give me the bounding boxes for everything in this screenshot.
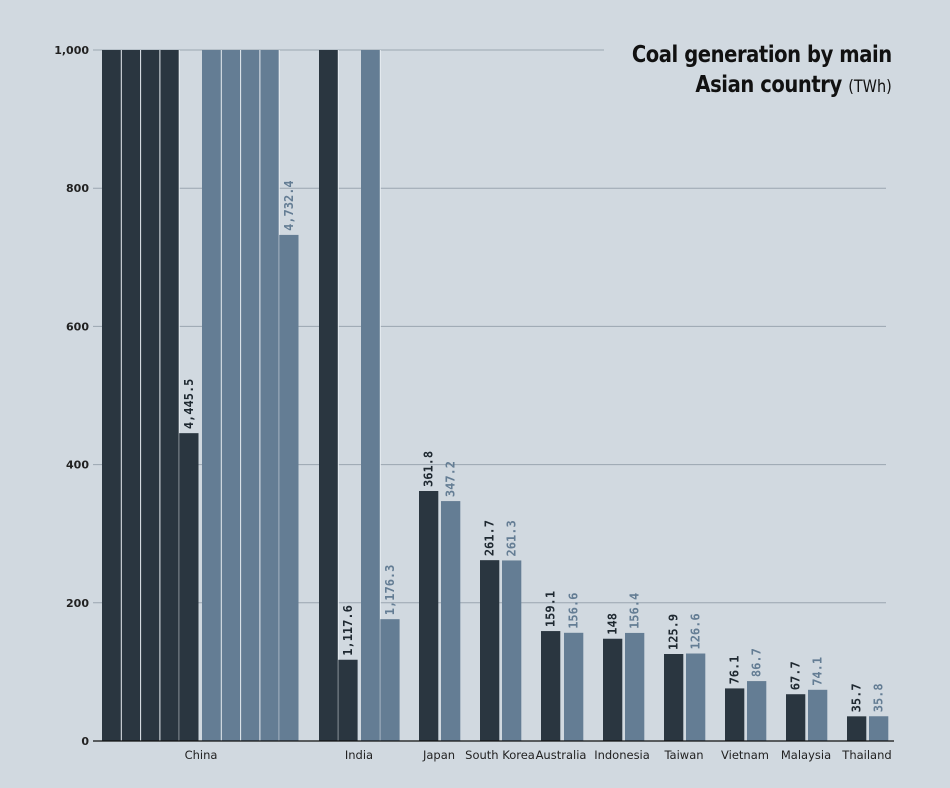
- y-tick-label: 400: [66, 459, 89, 472]
- x-tick-label: Taiwan: [663, 748, 703, 762]
- data-label: 126.6: [689, 613, 703, 649]
- bar: [686, 653, 706, 741]
- bar: [603, 638, 623, 741]
- bar: [847, 716, 867, 741]
- data-label: 148: [606, 613, 620, 635]
- data-label: 76.1: [728, 656, 742, 685]
- x-tick-label: Indonesia: [594, 748, 650, 762]
- x-tick-label: South Korea: [465, 748, 535, 762]
- data-label: 1,117.6: [341, 605, 355, 656]
- bar: [664, 654, 684, 741]
- bar: [279, 234, 299, 741]
- bar: [338, 659, 358, 741]
- x-tick-label: India: [345, 748, 373, 762]
- y-tick-label: 0: [81, 735, 89, 748]
- bar: [725, 688, 745, 741]
- data-label: 125.9: [667, 614, 681, 650]
- bar: [419, 490, 439, 741]
- y-tick-label: 200: [66, 597, 89, 610]
- bar: [480, 560, 500, 741]
- bar: [625, 632, 645, 741]
- x-tick-label: Thailand: [841, 748, 891, 762]
- chart-title-line2: Asian country: [695, 72, 843, 98]
- data-label: 4,732.4: [282, 180, 296, 231]
- bar-segment: [361, 50, 381, 741]
- chart-title-line1: Coal generation by main: [632, 42, 892, 68]
- data-label: 86.7: [750, 648, 764, 677]
- bar-segment: [102, 50, 122, 741]
- y-tick-label: 600: [66, 320, 89, 333]
- x-tick-label: China: [185, 748, 218, 762]
- bar: [541, 631, 561, 741]
- bar: [179, 433, 199, 741]
- x-tick-label: Australia: [536, 748, 587, 762]
- data-label: 361.8: [422, 451, 436, 487]
- bar: [502, 560, 522, 741]
- data-label: 347.2: [444, 461, 458, 497]
- x-tick-label: Malaysia: [781, 748, 831, 762]
- data-label: 35.8: [872, 683, 886, 712]
- data-label: 1,176.3: [383, 565, 397, 616]
- chart-unit: (TWh): [848, 77, 892, 97]
- data-label: 261.3: [505, 520, 519, 556]
- y-tick-label: 1,000: [54, 44, 89, 57]
- bar-segment: [121, 50, 141, 741]
- bar-segment: [159, 50, 180, 741]
- bar-segment: [319, 50, 339, 741]
- bar: [441, 501, 461, 741]
- y-tick-label: 800: [66, 182, 89, 195]
- bar: [786, 694, 806, 741]
- chart-title: Coal generation by main Asian country (T…: [632, 40, 892, 102]
- data-label: 159.1: [544, 591, 558, 627]
- bar-segment: [221, 50, 241, 741]
- data-label: 35.7: [850, 683, 864, 712]
- bar: [869, 716, 889, 741]
- data-label: 261.7: [483, 520, 497, 556]
- bar-segment: [240, 50, 260, 741]
- bar: [564, 632, 584, 741]
- bar: [747, 681, 767, 741]
- data-label: 156.6: [567, 593, 581, 629]
- data-label: 4,445.5: [182, 379, 196, 430]
- data-label: 74.1: [811, 657, 825, 686]
- bar-segment: [140, 50, 160, 741]
- data-label: 156.4: [628, 593, 642, 629]
- bar: [808, 689, 828, 741]
- x-tick-label: Vietnam: [721, 748, 769, 762]
- bar-segment: [202, 50, 222, 741]
- bar: [380, 619, 400, 741]
- bar-segment: [259, 50, 280, 741]
- data-label: 67.7: [789, 661, 803, 690]
- x-tick-label: Japan: [422, 748, 455, 762]
